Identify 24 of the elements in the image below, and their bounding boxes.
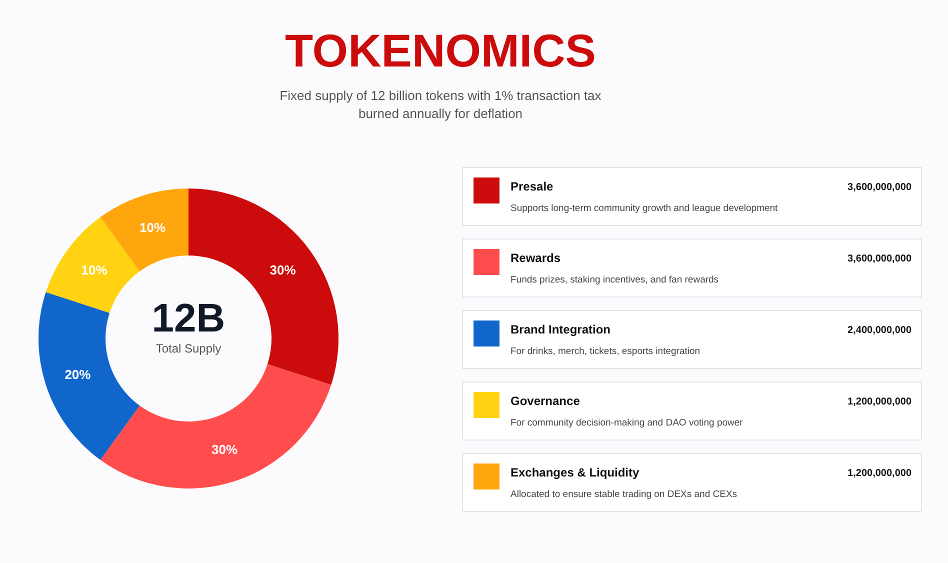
legend-label: Governance	[510, 394, 580, 408]
legend-label: Exchanges & Liquidity	[510, 466, 640, 480]
legend-label: Brand Integration	[510, 322, 611, 336]
text: 3,600,000,000	[848, 254, 912, 264]
text: Supports long-term community growth and league development	[510, 203, 778, 214]
text: 1,200,000,000	[848, 396, 912, 408]
data-label: 20%	[64, 367, 92, 382]
chart-title: TOKENOMICS	[285, 24, 596, 76]
data-label: 30%	[270, 262, 296, 278]
text: Funds prizes, staking incentives, and fan rewards	[510, 274, 719, 286]
text: Allocated to ensure stable trading on DEXs and CEXs	[510, 489, 738, 500]
legend-label: Rewards	[510, 251, 561, 265]
text: 3,600,000,000	[848, 182, 912, 193]
text: For community decision-making and DAO voting power	[510, 418, 743, 428]
data-label: 10%	[139, 220, 166, 236]
chart-subtitle: Fixed supply of 12 billion tokens with 1% transaction tax burned annually for deflation	[280, 88, 602, 121]
data-label: 10%	[81, 262, 108, 278]
legend-label: Presale	[510, 180, 554, 194]
text: 1,200,000,000	[848, 468, 912, 479]
data-label: 30%	[211, 442, 238, 457]
text: 2,400,000,000	[848, 325, 912, 336]
text: 12B	[152, 296, 226, 340]
text: For drinks, merch, tickets, esports integration	[510, 346, 700, 357]
text: Total Supply	[156, 342, 222, 356]
